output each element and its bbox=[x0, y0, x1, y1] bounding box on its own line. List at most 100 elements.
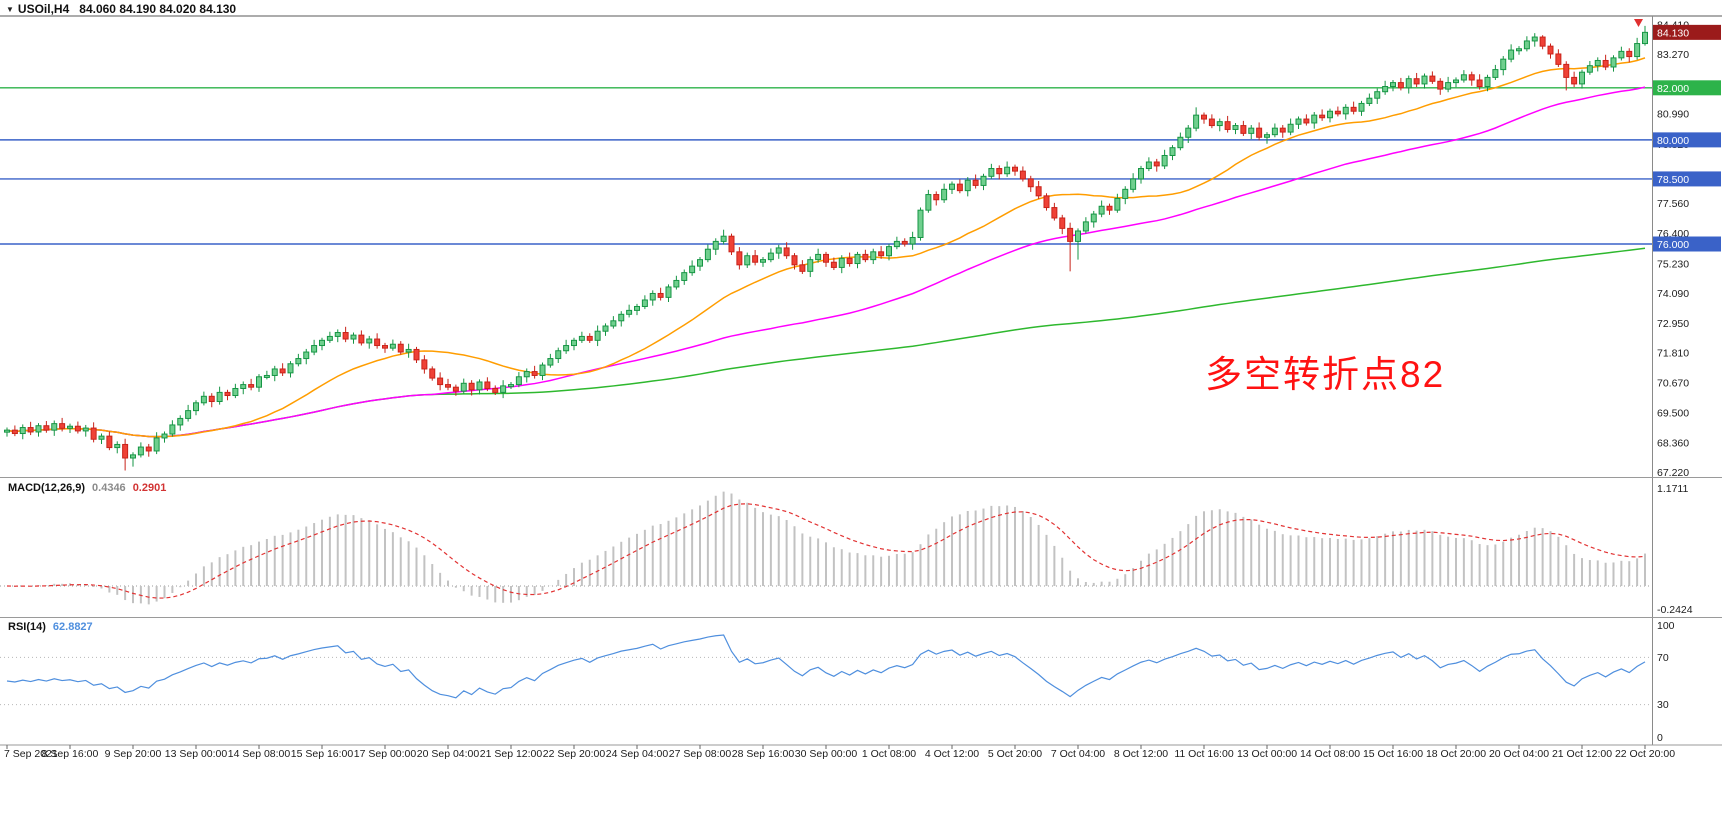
candle-down bbox=[1334, 106, 1341, 117]
candle-up bbox=[311, 339, 318, 356]
candle-up bbox=[563, 339, 570, 354]
candle-up bbox=[681, 269, 688, 285]
chart-annotation-text: 多空转折点82 bbox=[1205, 354, 1446, 395]
candle-up bbox=[500, 380, 507, 399]
candle-up bbox=[51, 420, 58, 436]
candle-up bbox=[1098, 200, 1105, 218]
rsi-axis-label: 0 bbox=[1657, 732, 1663, 744]
candle-up bbox=[98, 433, 105, 444]
candle-up bbox=[578, 331, 585, 343]
candle-down bbox=[830, 257, 837, 271]
time-label: 18 Oct 20:00 bbox=[1426, 748, 1486, 760]
candle-up bbox=[1075, 228, 1081, 260]
candle-up bbox=[1366, 93, 1373, 107]
time-label: 8 Sep 16:00 bbox=[42, 748, 99, 760]
candle-up bbox=[988, 163, 995, 179]
dropdown-arrow-icon[interactable]: ▼ bbox=[6, 5, 14, 14]
candle-down bbox=[1626, 48, 1633, 63]
candle-up bbox=[1327, 108, 1333, 123]
candle-up bbox=[949, 181, 955, 195]
candle-up bbox=[941, 183, 948, 203]
candle-down bbox=[657, 287, 664, 301]
candle-down bbox=[90, 422, 97, 443]
candle-up bbox=[689, 260, 696, 276]
candle-down bbox=[1208, 114, 1215, 129]
candle-down bbox=[279, 363, 286, 376]
candle-down bbox=[122, 438, 129, 471]
candle-down bbox=[531, 365, 538, 379]
candle-down bbox=[413, 346, 420, 363]
candle-up bbox=[925, 189, 932, 213]
candle-up bbox=[82, 424, 89, 437]
candle-down bbox=[791, 253, 798, 270]
candle-up bbox=[366, 335, 373, 349]
price-axis[interactable]: 84.41083.27080.99079.82077.56076.40075.2… bbox=[1653, 20, 1721, 480]
candle-down bbox=[342, 326, 349, 343]
hline-badge-82: 82.000 bbox=[1653, 80, 1721, 96]
candle-down bbox=[862, 249, 869, 263]
candle-up bbox=[216, 386, 223, 405]
candle-up bbox=[1500, 56, 1507, 76]
time-label: 21 Oct 12:00 bbox=[1552, 748, 1612, 760]
rsi-axis-label: 70 bbox=[1657, 652, 1669, 664]
time-label: 11 Oct 16:00 bbox=[1174, 748, 1234, 760]
candle-down bbox=[1256, 122, 1263, 141]
candle-down bbox=[736, 247, 743, 270]
candle-up bbox=[1445, 76, 1452, 93]
candle-up bbox=[1374, 88, 1381, 104]
candle-up bbox=[4, 427, 10, 437]
hline-badge-80: 80.000 bbox=[1653, 132, 1721, 148]
price-arrow-marker bbox=[1634, 19, 1643, 27]
candle-up bbox=[610, 316, 617, 329]
candle-up bbox=[807, 256, 814, 278]
candle-up bbox=[1358, 100, 1365, 116]
time-label: 13 Oct 00:00 bbox=[1237, 748, 1297, 760]
candle-down bbox=[1397, 77, 1404, 91]
candle-down bbox=[1279, 125, 1286, 138]
candle-up bbox=[232, 383, 239, 399]
candle-up bbox=[67, 423, 73, 434]
candle-up bbox=[137, 442, 144, 458]
candle-up bbox=[815, 248, 822, 263]
rsi-indicator-label: RSI(14) 62.8827 bbox=[8, 621, 100, 633]
candle-up bbox=[350, 332, 357, 344]
candle-up bbox=[1405, 75, 1412, 94]
candle-up bbox=[1531, 33, 1538, 47]
symbol-period-label: USOil,H4 bbox=[17, 2, 70, 16]
candle-down bbox=[1240, 120, 1247, 136]
svg-text:76.000: 76.000 bbox=[1657, 239, 1689, 251]
price-tick-label: 77.560 bbox=[1657, 198, 1689, 210]
candle-down bbox=[421, 355, 428, 374]
price-tick-label: 67.220 bbox=[1657, 467, 1689, 479]
candle-up bbox=[523, 368, 530, 383]
candle-up bbox=[1610, 55, 1617, 72]
candle-down bbox=[1201, 112, 1207, 124]
candle-up bbox=[460, 378, 467, 394]
candle-up bbox=[1516, 46, 1522, 55]
time-label: 28 Sep 16:00 bbox=[732, 748, 795, 760]
candle-up bbox=[271, 365, 278, 382]
macd-histogram bbox=[13, 491, 1646, 605]
macd-panel: 1.1711 -0.2424 bbox=[0, 483, 1693, 616]
candle-up bbox=[1382, 80, 1389, 95]
candle-down bbox=[972, 174, 979, 189]
candle-up bbox=[287, 361, 294, 378]
candle-up bbox=[1508, 44, 1515, 63]
candle-up bbox=[980, 173, 987, 191]
price-tick-label: 70.670 bbox=[1657, 377, 1689, 389]
time-label: 4 Oct 12:00 bbox=[925, 748, 979, 760]
candle-up bbox=[240, 381, 247, 395]
price-tick-label: 75.230 bbox=[1657, 259, 1689, 271]
candle-down bbox=[1067, 222, 1074, 272]
time-label: 8 Oct 12:00 bbox=[1114, 748, 1168, 760]
candle-up bbox=[1492, 64, 1499, 80]
candle-up bbox=[760, 257, 766, 267]
time-label: 9 Sep 20:00 bbox=[105, 748, 162, 760]
candle-up bbox=[720, 229, 727, 245]
macd-name: MACD(12,26,9) bbox=[8, 482, 86, 494]
candle-down bbox=[74, 421, 81, 434]
candle-up bbox=[555, 347, 562, 363]
candle-down bbox=[11, 425, 18, 437]
